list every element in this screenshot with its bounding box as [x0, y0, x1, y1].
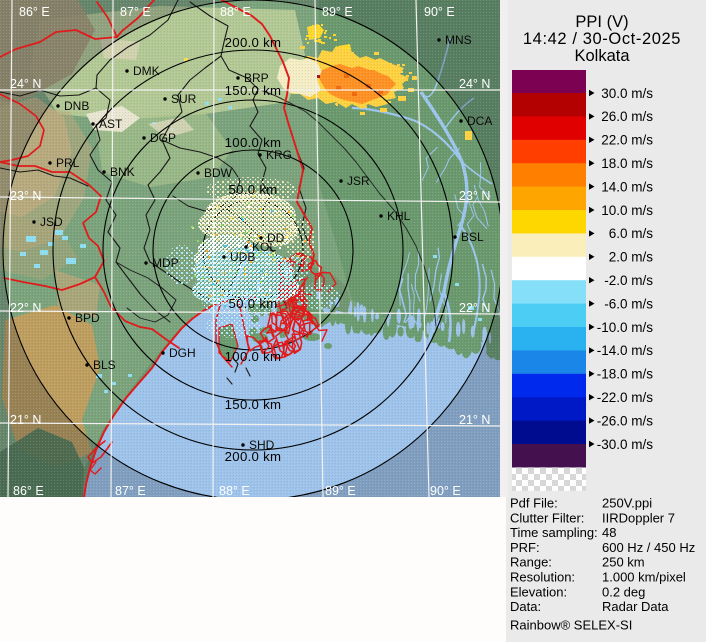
svg-text:MDP: MDP: [152, 256, 179, 270]
svg-text:SHD: SHD: [249, 438, 275, 452]
svg-text:250V.ppi: 250V.ppi: [602, 496, 652, 511]
svg-text:DNB: DNB: [64, 99, 89, 113]
svg-text:AST: AST: [99, 117, 123, 131]
svg-text:Pdf File:: Pdf File:: [510, 496, 558, 511]
svg-text:KRG: KRG: [266, 148, 292, 162]
svg-text:BRP: BRP: [244, 71, 269, 85]
svg-text:BNK: BNK: [110, 165, 135, 179]
svg-text:-10.0 m/s: -10.0 m/s: [597, 320, 654, 335]
svg-text:Kolkata: Kolkata: [574, 47, 630, 65]
svg-text:-14.0 m/s: -14.0 m/s: [597, 343, 654, 358]
svg-text:150.0 km: 150.0 km: [225, 397, 282, 412]
svg-text:2.0 m/s: 2.0 m/s: [609, 250, 654, 265]
svg-text:-18.0 m/s: -18.0 m/s: [597, 367, 654, 382]
svg-text:IIRDoppler 7: IIRDoppler 7: [602, 510, 675, 525]
svg-text:87° E: 87° E: [120, 5, 151, 19]
svg-text:-26.0 m/s: -26.0 m/s: [597, 413, 654, 428]
svg-text:6.0 m/s: 6.0 m/s: [609, 226, 654, 241]
svg-text:-6.0 m/s: -6.0 m/s: [604, 296, 653, 311]
svg-text:-22.0 m/s: -22.0 m/s: [597, 390, 654, 405]
svg-text:JSD: JSD: [40, 215, 63, 229]
svg-text:14.0 m/s: 14.0 m/s: [601, 179, 653, 194]
svg-text:87° E: 87° E: [115, 484, 146, 498]
svg-text:26.0 m/s: 26.0 m/s: [601, 109, 653, 124]
svg-text:22° N: 22° N: [10, 301, 41, 315]
svg-text:SUR: SUR: [171, 92, 197, 106]
svg-text:50.0 km: 50.0 km: [228, 182, 277, 197]
svg-text:KOL: KOL: [252, 240, 276, 254]
svg-text:48: 48: [602, 525, 616, 540]
svg-text:88° E: 88° E: [219, 484, 250, 498]
svg-text:PRF:: PRF:: [510, 540, 540, 555]
svg-text:1.000 km/pixel: 1.000 km/pixel: [602, 570, 686, 585]
svg-text:Elevation:: Elevation:: [510, 584, 567, 599]
svg-text:Resolution:: Resolution:: [510, 570, 575, 585]
svg-text:UDB: UDB: [230, 250, 255, 264]
svg-text:30.0 m/s: 30.0 m/s: [601, 86, 653, 101]
svg-text:0.2 deg: 0.2 deg: [602, 584, 645, 599]
svg-text:90° E: 90° E: [424, 5, 455, 19]
svg-text:JSR: JSR: [347, 174, 370, 188]
svg-text:KHL: KHL: [387, 209, 411, 223]
svg-text:90° E: 90° E: [430, 484, 461, 498]
svg-text:250 km: 250 km: [602, 555, 645, 570]
svg-text:600 Hz / 450 Hz: 600 Hz / 450 Hz: [602, 540, 695, 555]
svg-text:18.0 m/s: 18.0 m/s: [601, 156, 653, 171]
svg-text:-2.0 m/s: -2.0 m/s: [604, 273, 653, 288]
svg-text:86° E: 86° E: [13, 484, 44, 498]
svg-text:BPD: BPD: [75, 311, 100, 325]
svg-text:Clutter Filter:: Clutter Filter:: [510, 510, 584, 525]
svg-text:DGP: DGP: [150, 131, 176, 145]
svg-text:23° N: 23° N: [459, 189, 490, 203]
svg-text:MNS: MNS: [445, 33, 472, 47]
svg-text:89° E: 89° E: [322, 5, 353, 19]
svg-text:BDW: BDW: [204, 166, 233, 180]
svg-text:10.0 m/s: 10.0 m/s: [601, 203, 653, 218]
svg-text:50.0 km: 50.0 km: [228, 296, 277, 311]
svg-text:Rainbow® SELEX-SI: Rainbow® SELEX-SI: [510, 618, 632, 633]
svg-text:100.0 km: 100.0 km: [225, 349, 282, 364]
svg-text:PRL: PRL: [56, 156, 80, 170]
svg-text:150.0 km: 150.0 km: [225, 83, 282, 98]
svg-text:Data:: Data:: [510, 599, 541, 614]
svg-text:24° N: 24° N: [10, 77, 41, 91]
svg-text:88° E: 88° E: [220, 5, 251, 19]
svg-text:Radar Data: Radar Data: [602, 599, 669, 614]
svg-text:86° E: 86° E: [19, 5, 50, 19]
svg-text:22.0 m/s: 22.0 m/s: [601, 133, 653, 148]
svg-text:BSL: BSL: [461, 230, 484, 244]
svg-text:200.0 km: 200.0 km: [225, 35, 282, 50]
svg-text:14:42 / 30-Oct-2025: 14:42 / 30-Oct-2025: [523, 30, 681, 48]
svg-text:100.0 km: 100.0 km: [225, 135, 282, 150]
svg-text:BLS: BLS: [93, 358, 116, 372]
svg-text:DD: DD: [267, 231, 285, 245]
svg-text:21° N: 21° N: [459, 413, 490, 427]
svg-text:DMK: DMK: [133, 64, 160, 78]
svg-text:DCA: DCA: [467, 114, 492, 128]
svg-text:200.0 km: 200.0 km: [225, 449, 282, 464]
svg-text:89° E: 89° E: [325, 484, 356, 498]
svg-text:Range:: Range:: [510, 555, 552, 570]
svg-text:-30.0 m/s: -30.0 m/s: [597, 437, 654, 452]
svg-text:DGH: DGH: [169, 346, 196, 360]
svg-text:23° N: 23° N: [10, 189, 41, 203]
svg-text:24° N: 24° N: [459, 77, 490, 91]
svg-text:PPI (V): PPI (V): [575, 13, 628, 31]
svg-text:21° N: 21° N: [10, 413, 41, 427]
svg-text:22° N: 22° N: [459, 301, 490, 315]
svg-text:Time sampling:: Time sampling:: [510, 525, 598, 540]
